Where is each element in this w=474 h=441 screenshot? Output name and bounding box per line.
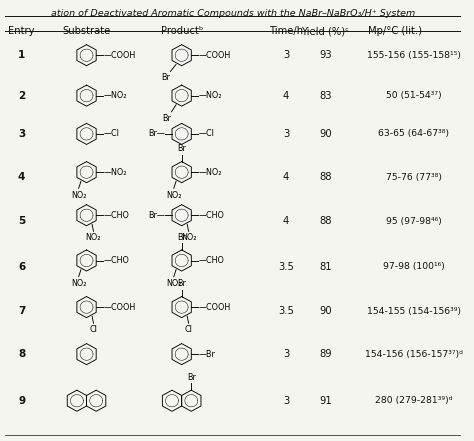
Text: Substrate: Substrate (63, 26, 110, 36)
Text: Br: Br (177, 279, 186, 288)
Text: 81: 81 (319, 262, 332, 272)
Text: 75-76 (77³⁸): 75-76 (77³⁸) (386, 173, 442, 182)
Text: 3.5: 3.5 (278, 306, 294, 317)
Text: ation of Deactivated Aromatic Compounds with the NaBr–NaBrO₃/H⁺ System: ation of Deactivated Aromatic Compounds … (51, 10, 415, 19)
Text: —COOH: —COOH (198, 51, 230, 60)
Text: 4: 4 (283, 172, 289, 183)
Text: Br—: Br— (148, 211, 165, 220)
Text: 91: 91 (319, 396, 332, 406)
Text: Cl: Cl (90, 325, 98, 334)
Text: Productᵇ: Productᵇ (161, 26, 203, 36)
Text: 6: 6 (18, 262, 25, 272)
Text: Br—: Br— (148, 129, 165, 138)
Text: 8: 8 (18, 349, 25, 359)
Text: 154-156 (156-157³⁷)ᵈ: 154-156 (156-157³⁷)ᵈ (365, 350, 463, 359)
Text: NO₂: NO₂ (86, 233, 101, 242)
Text: —CHO: —CHO (198, 256, 224, 265)
Text: 4: 4 (18, 172, 25, 183)
Text: 50 (51-54³⁷): 50 (51-54³⁷) (386, 91, 441, 100)
Text: Yield (%)ᶜ: Yield (%)ᶜ (301, 26, 349, 36)
Text: 280 (279-281³⁹)ᵈ: 280 (279-281³⁹)ᵈ (375, 396, 452, 405)
Text: 3: 3 (18, 129, 25, 139)
Text: 3.5: 3.5 (278, 262, 294, 272)
Text: —Cl: —Cl (103, 129, 119, 138)
Text: —COOH: —COOH (198, 303, 230, 312)
Text: 9: 9 (18, 396, 25, 406)
Text: —COOH: —COOH (103, 51, 136, 60)
Text: 93: 93 (319, 50, 332, 60)
Text: 3: 3 (283, 50, 289, 60)
Text: 3: 3 (283, 396, 289, 406)
Text: Mp/°C (lit.): Mp/°C (lit.) (368, 26, 422, 36)
Text: Br: Br (187, 373, 196, 382)
Text: NO₂: NO₂ (166, 279, 182, 288)
Text: —NO₂: —NO₂ (198, 168, 222, 177)
Text: 2: 2 (18, 91, 25, 101)
Text: 83: 83 (319, 91, 332, 101)
Text: 88: 88 (319, 172, 332, 183)
Text: Br: Br (177, 232, 186, 242)
Text: 7: 7 (18, 306, 25, 317)
Text: 1: 1 (18, 50, 25, 60)
Text: 4: 4 (283, 91, 289, 101)
Text: 97-98 (100¹⁶): 97-98 (100¹⁶) (383, 262, 445, 271)
Text: —CHO: —CHO (198, 211, 224, 220)
Text: —CHO: —CHO (103, 256, 129, 265)
Text: 3: 3 (283, 129, 289, 139)
Text: 63-65 (64-67³⁸): 63-65 (64-67³⁸) (378, 129, 449, 138)
Text: —CHO: —CHO (103, 211, 129, 220)
Text: —Cl: —Cl (198, 129, 214, 138)
Text: 89: 89 (319, 349, 332, 359)
Text: 90: 90 (319, 129, 332, 139)
Text: NO₂: NO₂ (71, 191, 86, 200)
Text: NO₂: NO₂ (166, 191, 182, 200)
Text: Cl: Cl (185, 325, 192, 334)
Text: Time/h: Time/h (269, 26, 303, 36)
Text: Br: Br (163, 114, 172, 123)
Text: 154-155 (154-156³⁹): 154-155 (154-156³⁹) (367, 307, 461, 316)
Text: Br: Br (177, 144, 186, 153)
Text: 5: 5 (18, 217, 25, 226)
Text: Br: Br (162, 73, 171, 82)
Text: Entry: Entry (9, 26, 35, 36)
Text: —NO₂: —NO₂ (198, 91, 222, 100)
Text: 3: 3 (283, 349, 289, 359)
Text: 4: 4 (283, 217, 289, 226)
Text: 155-156 (155-158¹⁵): 155-156 (155-158¹⁵) (367, 51, 461, 60)
Text: 95 (97-98⁴⁶): 95 (97-98⁴⁶) (386, 217, 442, 226)
Text: 88: 88 (319, 217, 332, 226)
Text: NO₂: NO₂ (181, 233, 196, 242)
Text: —NO₂: —NO₂ (103, 168, 127, 177)
Text: —NO₂: —NO₂ (103, 91, 127, 100)
Text: —Br: —Br (198, 350, 215, 359)
Text: —COOH: —COOH (103, 303, 136, 312)
Text: 90: 90 (319, 306, 332, 317)
Text: NO₂: NO₂ (71, 279, 86, 288)
